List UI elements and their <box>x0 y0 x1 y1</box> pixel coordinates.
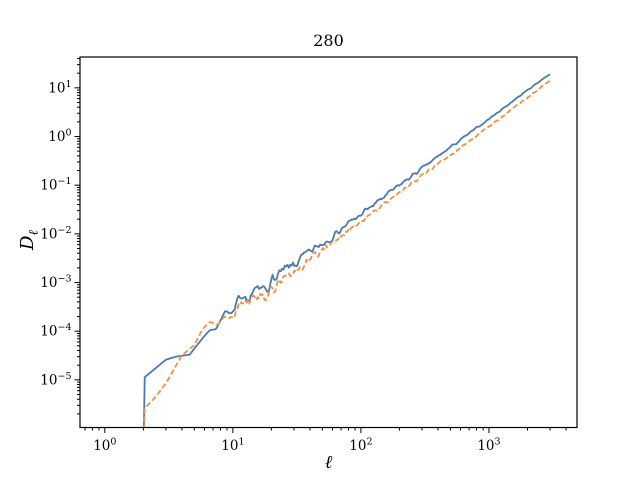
y-tick-label-exponent: 1 <box>65 79 71 90</box>
y-tick-label-exponent: −2 <box>57 225 71 236</box>
x-tick-label-exponent: 1 <box>238 437 244 448</box>
y-tick-label-exponent: −1 <box>57 176 71 187</box>
y-tick-label: 10−3 <box>40 274 71 292</box>
x-tick-label-exponent: 0 <box>110 437 116 448</box>
y-tick-label: 100 <box>48 128 71 146</box>
x-tick-label-exponent: 2 <box>366 437 372 448</box>
y-axis-label-main: D <box>17 235 38 250</box>
y-tick-label: 10−4 <box>40 322 71 340</box>
y-tick-label-exponent: −5 <box>57 371 71 382</box>
y-tick-label: 10−1 <box>40 176 71 194</box>
y-tick-label-exponent: 0 <box>65 128 71 139</box>
x-axis-label: ℓ <box>324 452 333 473</box>
series-line-blue-solid <box>142 73 551 428</box>
y-axis-label: Dℓ <box>15 218 42 262</box>
y-tick-label: 10−5 <box>40 371 71 389</box>
y-tick-label: 10−2 <box>40 225 71 243</box>
chart-title: 280 <box>313 31 344 50</box>
axes-spines <box>79 56 578 429</box>
y-tick-label-exponent: −3 <box>57 274 71 285</box>
y-axis-label-sub: ℓ <box>26 230 42 236</box>
series-line-orange-dashed <box>143 79 551 428</box>
y-tick-label: 101 <box>48 79 71 97</box>
y-tick-label-exponent: −4 <box>57 322 71 333</box>
x-tick-label-exponent: 3 <box>495 437 501 448</box>
